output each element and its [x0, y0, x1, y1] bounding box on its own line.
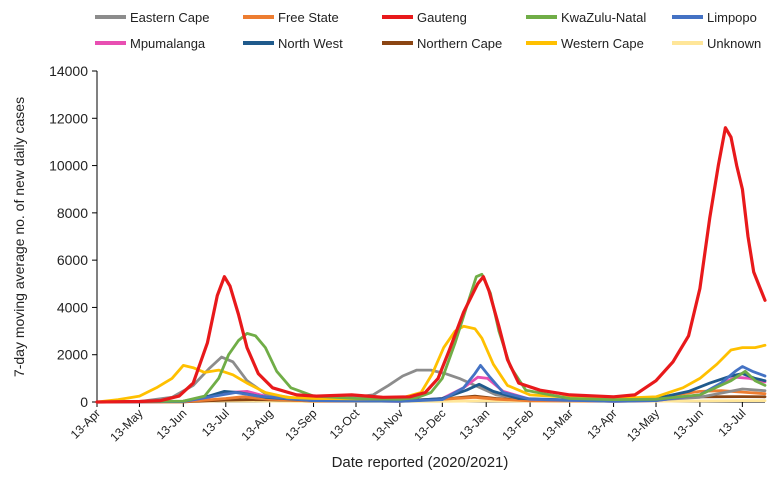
legend-label: Western Cape	[561, 36, 644, 51]
legend-label: North West	[278, 36, 343, 51]
legend-label: Free State	[278, 10, 339, 25]
x-tick-label: 13-May	[624, 406, 662, 444]
x-tick-label: 13-Dec	[411, 406, 448, 443]
legend: Eastern Cape Free State Gauteng KwaZulu-Nat…	[95, 10, 761, 51]
x-tick-label: 13-Apr	[584, 406, 619, 441]
legend-label: Mpumalanga	[130, 36, 206, 51]
x-tick-label: 13-Jul	[715, 406, 748, 439]
legend-label: Eastern Cape	[130, 10, 210, 25]
x-tick-label: 13-Aug	[239, 406, 276, 443]
y-tick-label: 14000	[49, 63, 88, 79]
y-tick-label: 0	[80, 394, 88, 410]
series-line-western-cape	[95, 324, 767, 404]
y-axis-label: 7-day moving average no. of new daily ca…	[11, 97, 27, 377]
x-tick-label: 13-Oct	[327, 406, 363, 442]
x-tick-label: 13-Jun	[154, 406, 190, 442]
y-tick-label: 4000	[57, 299, 88, 315]
y-tick-label: 10000	[49, 158, 88, 174]
legend-label: Limpopo	[707, 10, 757, 25]
y-tick-label: 2000	[57, 347, 88, 363]
x-tick-label: 13-Apr	[68, 406, 103, 441]
series-line-kwazulu-natal	[95, 272, 767, 404]
x-tick-label: 13-Sep	[282, 406, 319, 443]
x-tick-label: 13-Jan	[456, 406, 492, 442]
legend-label: Northern Cape	[417, 36, 502, 51]
series-line-north-west	[95, 372, 767, 404]
y-tick-label: 12000	[49, 110, 88, 126]
legend-label: KwaZulu-Natal	[561, 10, 646, 25]
x-tick-label: 13-May	[107, 406, 145, 444]
legend-label: Gauteng	[417, 10, 467, 25]
x-tick-label: 13-Nov	[369, 406, 406, 443]
x-tick-label: 13-Feb	[499, 406, 536, 443]
series-line-gauteng	[95, 126, 767, 404]
x-tick-label: 13-Mar	[539, 406, 576, 443]
x-tick-label: 13-Jul	[199, 406, 232, 439]
x-tick-label: 13-Jun	[670, 406, 706, 442]
series-line-free-state	[95, 389, 767, 404]
y-tick-label: 8000	[57, 205, 88, 221]
series-line-limpopo	[95, 364, 767, 404]
plot-area	[95, 126, 767, 404]
x-axis-label: Date reported (2020/2021)	[332, 454, 509, 471]
legend-label: Unknown	[707, 36, 761, 51]
y-tick-label: 6000	[57, 252, 88, 268]
